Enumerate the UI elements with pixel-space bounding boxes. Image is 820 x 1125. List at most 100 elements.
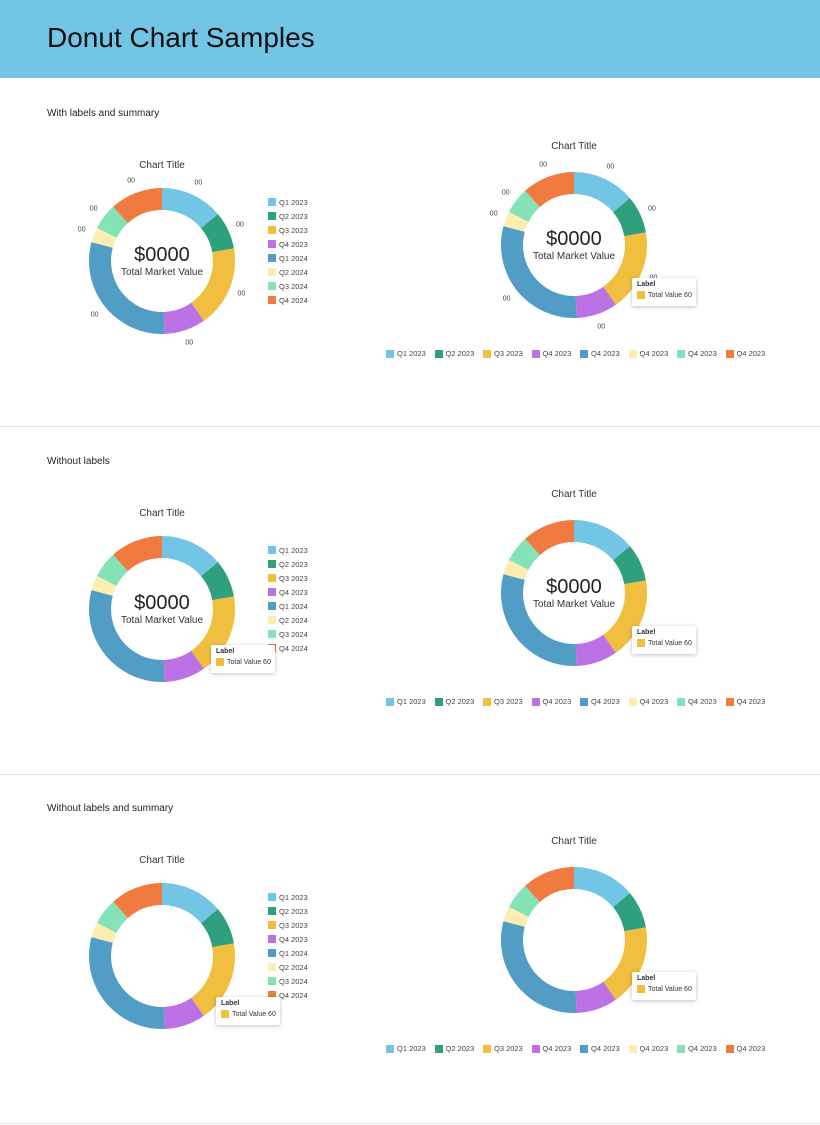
donut-slice-q2-2024[interactable] (91, 922, 117, 943)
legend-item[interactable]: Q2 2023 (268, 209, 308, 223)
legend-item[interactable]: Q4 2023 (580, 697, 629, 706)
donut-slice-q2-2023[interactable] (201, 214, 234, 253)
legend-item[interactable]: Q1 2023 (268, 543, 308, 557)
donut-slice-q1-2023[interactable] (574, 520, 630, 561)
donut-slice-q3-2024[interactable] (96, 554, 128, 586)
legend-item[interactable]: Q1 2024 (268, 599, 308, 613)
donut-slice-q1-2024[interactable] (501, 921, 577, 1013)
donut-slice-q3-2023[interactable] (191, 248, 235, 321)
donut-slice-q3-2023[interactable] (603, 580, 647, 653)
legend-item[interactable]: Q4 2023 (677, 349, 726, 358)
legend-item[interactable]: Q1 2023 (386, 1044, 435, 1053)
donut-slice-q1-2023[interactable] (574, 867, 630, 908)
donut-slice-q4-2023[interactable] (163, 650, 204, 682)
donut-slice-q4-2024[interactable] (113, 188, 162, 224)
donut-slice-q2-2024[interactable] (91, 227, 117, 248)
legend-item[interactable]: Q4 2023 (725, 349, 775, 358)
donut-slice-q2-2023[interactable] (613, 198, 646, 237)
donut-slice-q2-2024[interactable] (503, 559, 529, 580)
donut-slice-q3-2023[interactable] (603, 927, 647, 1000)
donut-slice-q4-2023[interactable] (575, 981, 616, 1013)
donut-slice-q1-2024[interactable] (501, 574, 577, 666)
donut-slice-q1-2023[interactable] (162, 188, 218, 229)
donut-slice-q1-2024[interactable] (501, 226, 577, 318)
legend-item[interactable]: Q3 2024 (268, 279, 308, 293)
donut-slice-q1-2024[interactable] (88, 590, 165, 682)
donut-slice-q1-2023[interactable] (162, 536, 218, 577)
legend-swatch (483, 349, 491, 358)
legend-item[interactable]: Q2 2023 (268, 557, 308, 571)
legend-item[interactable]: Q1 2023 (386, 697, 435, 706)
legend-item[interactable]: Q3 2023 (483, 697, 532, 706)
legend-item[interactable]: Q2 2024 (268, 960, 308, 974)
legend-item[interactable]: Q1 2023 (268, 890, 308, 904)
legend-item[interactable]: Q4 2023 (677, 1044, 726, 1053)
legend-item[interactable]: Q4 2023 (531, 1044, 581, 1053)
legend-item[interactable]: Q4 2024 (268, 293, 308, 307)
donut-slice-q3-2024[interactable] (508, 538, 540, 570)
legend-item[interactable]: Q4 2023 (268, 237, 308, 251)
legend-item[interactable]: Q2 2023 (434, 349, 484, 358)
legend-item[interactable]: Q4 2023 (628, 1044, 678, 1053)
legend-item[interactable]: Q3 2024 (268, 974, 308, 988)
legend-item[interactable]: Q4 2023 (580, 1044, 629, 1053)
legend-item[interactable]: Q4 2023 (268, 932, 308, 946)
legend-item[interactable]: Q3 2023 (483, 349, 532, 358)
legend-item[interactable]: Q2 2024 (268, 265, 308, 279)
donut-slice-q4-2024[interactable] (525, 520, 574, 556)
legend-item[interactable]: Q2 2023 (268, 904, 308, 918)
donut-slice-q3-2024[interactable] (508, 190, 540, 222)
legend-item[interactable]: Q4 2024 (268, 988, 308, 1002)
legend-item[interactable]: Q2 2023 (434, 1044, 484, 1053)
donut-slice-q2-2023[interactable] (201, 562, 234, 601)
donut-slice-q1-2024[interactable] (88, 937, 165, 1029)
legend-item[interactable]: Q1 2024 (268, 946, 308, 960)
legend-item[interactable]: Q3 2023 (483, 1044, 532, 1053)
legend-item[interactable]: Q3 2024 (268, 627, 308, 641)
donut-slice-q2-2023[interactable] (613, 893, 646, 932)
legend-item[interactable]: Q4 2023 (677, 697, 726, 706)
legend-item[interactable]: Q2 2023 (434, 697, 484, 706)
donut-slice-q3-2023[interactable] (191, 596, 235, 669)
legend-item[interactable]: Q3 2023 (268, 918, 308, 932)
legend-item[interactable]: Q1 2024 (268, 251, 308, 265)
donut-slice-q3-2024[interactable] (508, 885, 540, 917)
donut-slice-q1-2024[interactable] (88, 242, 165, 334)
donut-slice-q2-2024[interactable] (503, 211, 529, 232)
donut-slice-q4-2023[interactable] (575, 634, 616, 666)
legend-item[interactable]: Q3 2023 (268, 223, 308, 237)
donut-slice-q4-2024[interactable] (525, 172, 574, 208)
donut-slice-q3-2024[interactable] (96, 901, 128, 933)
donut-slice-q3-2023[interactable] (191, 943, 235, 1016)
donut-slice-q3-2024[interactable] (96, 206, 128, 238)
legend-item[interactable]: Q4 2023 (268, 585, 308, 599)
legend-item[interactable]: Q4 2023 (628, 697, 678, 706)
donut-slice-q3-2023[interactable] (603, 232, 647, 305)
donut-slice-q2-2024[interactable] (503, 906, 529, 927)
donut-slice-q2-2024[interactable] (91, 575, 117, 596)
donut-slice-q2-2023[interactable] (201, 909, 234, 948)
tooltip: Label Total Value 60 (632, 278, 696, 306)
donut-slice-q4-2024[interactable] (525, 867, 574, 903)
donut-slice-q4-2024[interactable] (113, 883, 162, 919)
legend-item[interactable]: Q4 2023 (531, 349, 581, 358)
legend-item[interactable]: Q3 2023 (268, 571, 308, 585)
legend-label: Q2 2023 (279, 906, 308, 916)
legend-item[interactable]: Q4 2023 (531, 697, 581, 706)
donut-slice-q4-2023[interactable] (163, 997, 204, 1029)
legend-item[interactable]: Q2 2024 (268, 613, 308, 627)
legend-item[interactable]: Q4 2023 (580, 349, 629, 358)
donut-slice-q4-2024[interactable] (113, 536, 162, 572)
donut-slice-q1-2023[interactable] (162, 883, 218, 924)
legend-item[interactable]: Q1 2023 (268, 195, 308, 209)
legend-item[interactable]: Q4 2023 (725, 1044, 775, 1053)
donut-slice-q2-2023[interactable] (613, 546, 646, 585)
donut-slice-q4-2023[interactable] (575, 286, 616, 318)
legend-item[interactable]: Q4 2023 (628, 349, 678, 358)
legend-swatch (268, 282, 276, 290)
legend-item[interactable]: Q1 2023 (386, 349, 435, 358)
donut-slice-q4-2023[interactable] (163, 302, 204, 334)
legend-item[interactable]: Q4 2023 (725, 697, 775, 706)
donut-slice-q1-2023[interactable] (574, 172, 630, 213)
data-label: 00 (501, 189, 510, 197)
